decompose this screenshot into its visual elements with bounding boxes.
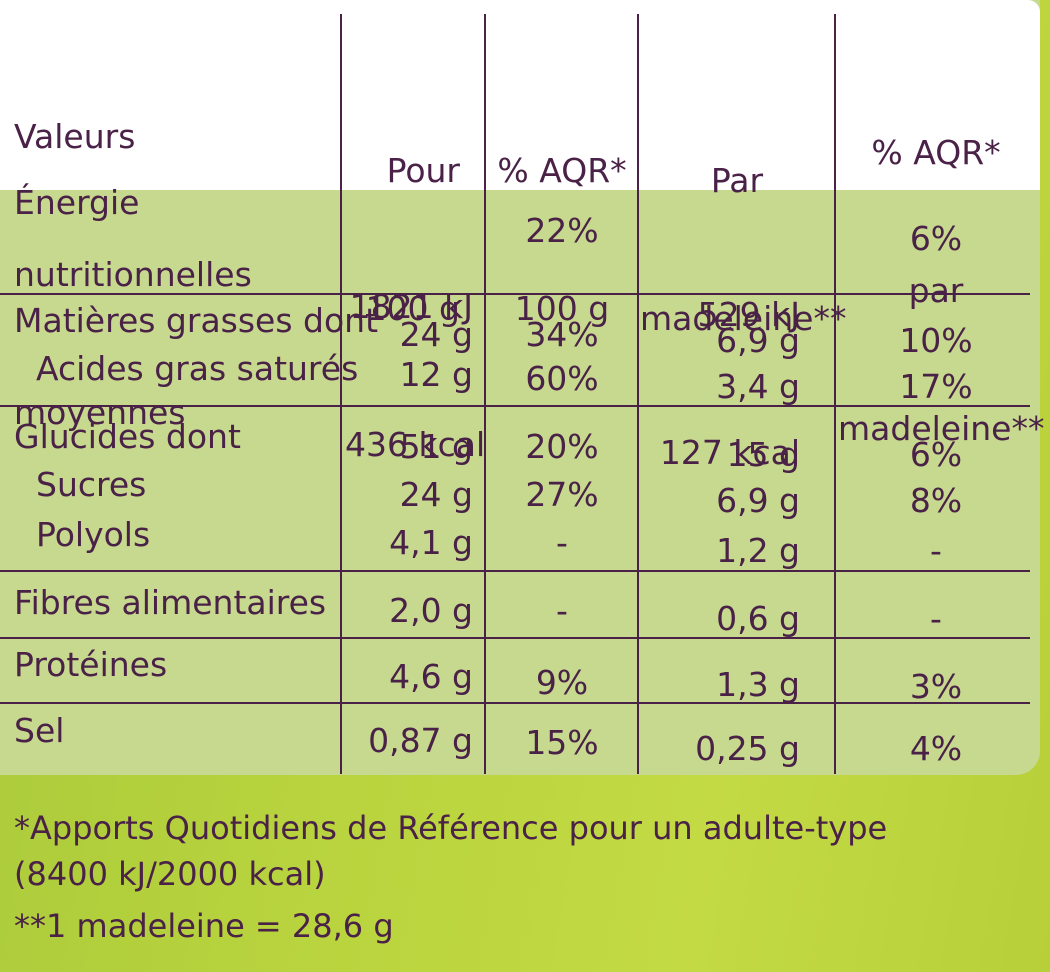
energie-pour-100g: 1821 kJ 436 kcal (345, 287, 486, 464)
column-divider (484, 14, 486, 774)
row-label-energie: Énergie (14, 183, 140, 222)
polyols-aqr-100g: - (556, 523, 568, 562)
row-label-acides-gras-satures: Acides gras saturés (36, 349, 359, 388)
row-divider (0, 702, 1030, 704)
header-col-aqr-madeleine: % AQR* par madeleine** (838, 133, 1045, 448)
row-divider (0, 570, 1030, 572)
glucides-pour-100g: 51 g (399, 427, 473, 466)
column-divider (340, 14, 342, 774)
glucides-aqr-madeleine: 6% (909, 435, 963, 474)
polyols-pour-100g: 4,1 g (389, 523, 473, 562)
sel-aqr-madeleine: 4% (909, 729, 963, 768)
polyols-aqr-madeleine: - (930, 531, 942, 570)
row-divider (0, 405, 1030, 407)
row-divider (0, 637, 1030, 639)
ags-par-madeleine: 3,4 g (716, 367, 800, 406)
proteines-aqr-100g: 9% (535, 663, 589, 702)
sel-par-madeleine: 0,25 g (695, 729, 800, 768)
row-label-sucres: Sucres (36, 465, 147, 504)
row-label-proteines: Protéines (14, 645, 168, 684)
fibres-pour-100g: 2,0 g (389, 591, 473, 630)
mg-par-madeleine: 6,9 g (716, 321, 800, 360)
header-col-per-madeleine: Par madeleine** (640, 161, 847, 338)
row-label-fibres: Fibres alimentaires (14, 583, 327, 622)
sucres-par-madeleine: 6,9 g (716, 481, 800, 520)
ags-aqr-madeleine: 17% (899, 367, 973, 406)
energie-par-madeleine: 529 kJ 127 kcal (659, 295, 800, 472)
footnote-aqr: *Apports Quotidiens de Référence pour un… (14, 809, 888, 847)
header-col-aqr-100g: % AQR* 100 g (497, 151, 627, 328)
ags-aqr-100g: 60% (525, 359, 599, 398)
proteines-pour-100g: 4,6 g (389, 657, 473, 696)
sucres-aqr-madeleine: 8% (909, 481, 963, 520)
row-label-polyols: Polyols (36, 515, 151, 554)
column-divider (637, 14, 639, 774)
glucides-par-madeleine: 15 g (726, 435, 800, 474)
footnote-madeleine-weight: **1 madeleine = 28,6 g (14, 907, 394, 945)
row-label-matieres-grasses: Matières grasses dont (14, 301, 379, 340)
proteines-par-madeleine: 1,3 g (716, 665, 800, 704)
mg-aqr-madeleine: 10% (899, 321, 973, 360)
footnote-energy-reference: (8400 kJ/2000 kcal) (14, 855, 326, 893)
row-label-glucides: Glucides dont (14, 417, 241, 456)
header-col-nutrients: Valeurs nutritionnelles moyennes (14, 117, 252, 432)
sel-aqr-100g: 15% (525, 723, 599, 762)
row-divider (0, 293, 1030, 295)
fibres-par-madeleine: 0,6 g (716, 599, 800, 638)
mg-pour-100g: 24 g (399, 315, 473, 354)
energie-aqr-madeleine: 6% (909, 219, 963, 258)
sucres-aqr-100g: 27% (525, 475, 599, 514)
header-col-per-100g: Pour 100 g (365, 151, 460, 328)
polyols-par-madeleine: 1,2 g (716, 531, 800, 570)
sel-pour-100g: 0,87 g (368, 721, 473, 760)
column-divider (834, 14, 836, 774)
nutrition-table: Valeurs nutritionnelles moyennes Pour 10… (0, 0, 1045, 775)
glucides-aqr-100g: 20% (525, 427, 599, 466)
energie-aqr-100g: 22% (525, 211, 599, 250)
proteines-aqr-madeleine: 3% (909, 667, 963, 706)
mg-aqr-100g: 34% (525, 315, 599, 354)
row-label-sel: Sel (14, 711, 65, 750)
fibres-aqr-madeleine: - (930, 599, 942, 638)
ags-pour-100g: 12 g (399, 355, 473, 394)
fibres-aqr-100g: - (556, 591, 568, 630)
table-header-background (0, 0, 1040, 190)
sucres-pour-100g: 24 g (399, 475, 473, 514)
